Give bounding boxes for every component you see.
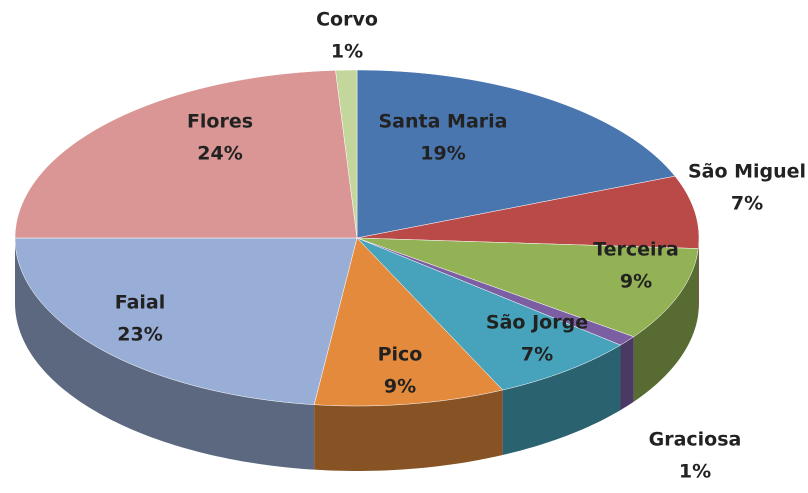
slice-value-label: 1% <box>331 41 363 63</box>
slice-value-label: 9% <box>620 271 652 293</box>
slice-label: Santa Maria <box>379 111 508 133</box>
slice-value-label: 1% <box>679 461 711 483</box>
slice-side <box>502 345 621 456</box>
slice-label: Graciosa <box>649 429 742 451</box>
slice-label: Terceira <box>593 239 679 261</box>
slice-side <box>15 238 315 470</box>
slice-label: São Miguel <box>688 161 806 183</box>
slice-label: Pico <box>378 344 423 366</box>
slice-value-label: 7% <box>731 193 763 215</box>
slice <box>14 70 358 239</box>
slice <box>356 69 676 239</box>
slice-label: Corvo <box>316 9 378 31</box>
slice <box>14 237 358 405</box>
slice-side <box>620 336 634 411</box>
slice <box>356 175 700 249</box>
slice-label: São Jorge <box>486 312 588 334</box>
slice-value-label: 19% <box>420 143 465 165</box>
slice-value-label: 24% <box>197 143 242 165</box>
slice <box>356 237 622 391</box>
slice-value-label: 23% <box>117 324 162 346</box>
slice-label: Faial <box>115 292 166 314</box>
slice <box>313 237 504 407</box>
slice-label: Flores <box>187 111 253 133</box>
slice <box>335 69 358 239</box>
slice-side <box>698 238 699 314</box>
slice <box>356 237 699 338</box>
slice-side <box>314 390 503 471</box>
slice-side <box>633 248 699 402</box>
slice-value-label: 9% <box>384 376 416 398</box>
slice-value-label: 7% <box>521 344 553 366</box>
